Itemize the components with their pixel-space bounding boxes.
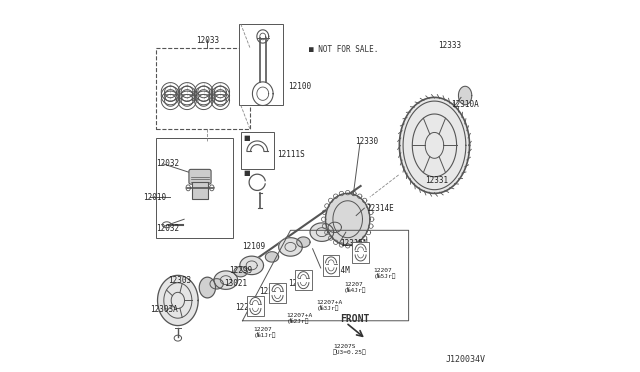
Text: 12207S: 12207S bbox=[333, 344, 355, 349]
Text: 12111S: 12111S bbox=[278, 150, 305, 159]
Polygon shape bbox=[297, 237, 310, 247]
Text: 12310A: 12310A bbox=[451, 100, 479, 109]
Text: 12032: 12032 bbox=[156, 224, 179, 233]
Text: 12010: 12010 bbox=[143, 193, 166, 202]
Text: 12280: 12280 bbox=[259, 287, 282, 296]
Polygon shape bbox=[399, 97, 470, 193]
Text: ■ NOT FOR SALE.: ■ NOT FOR SALE. bbox=[309, 45, 378, 54]
Polygon shape bbox=[210, 279, 223, 289]
Text: 12331: 12331 bbox=[425, 176, 449, 185]
Bar bbox=[239, 23, 283, 105]
Polygon shape bbox=[214, 271, 237, 289]
Text: 12330: 12330 bbox=[355, 137, 378, 146]
Text: 〈U3=0.25〉: 〈U3=0.25〉 bbox=[333, 349, 367, 355]
Text: 12032: 12032 bbox=[156, 159, 179, 169]
Text: ■: ■ bbox=[243, 170, 250, 176]
Text: 12207+A: 12207+A bbox=[316, 300, 342, 305]
Text: FRONT: FRONT bbox=[340, 314, 370, 324]
Text: (№1Jr〉: (№1Jr〉 bbox=[253, 333, 276, 339]
Text: J120034V: J120034V bbox=[445, 355, 486, 364]
Polygon shape bbox=[310, 223, 333, 241]
Text: 12200: 12200 bbox=[289, 279, 312, 288]
Text: (№2Jr〉: (№2Jr〉 bbox=[287, 319, 309, 324]
Text: 12314E: 12314E bbox=[366, 203, 394, 213]
Text: (№4Jr〉: (№4Jr〉 bbox=[344, 288, 367, 294]
Text: 12315N: 12315N bbox=[340, 239, 368, 248]
Text: 12303: 12303 bbox=[168, 276, 192, 285]
Bar bbox=[192, 182, 208, 199]
Polygon shape bbox=[278, 238, 302, 256]
Text: 12207: 12207 bbox=[344, 282, 363, 288]
Bar bbox=[247, 296, 264, 316]
Polygon shape bbox=[458, 86, 472, 105]
Bar bbox=[156, 138, 233, 238]
Text: 12207+A: 12207+A bbox=[287, 314, 313, 318]
Text: 12109: 12109 bbox=[243, 243, 266, 251]
Bar bbox=[352, 242, 369, 263]
Bar bbox=[241, 132, 274, 169]
Polygon shape bbox=[240, 256, 264, 275]
Polygon shape bbox=[266, 252, 278, 262]
Text: (№5Jr〉: (№5Jr〉 bbox=[374, 274, 396, 279]
Text: 12207: 12207 bbox=[374, 269, 392, 273]
Text: 12314M: 12314M bbox=[322, 266, 349, 275]
Text: 12303A: 12303A bbox=[150, 305, 178, 314]
Bar bbox=[323, 255, 339, 276]
Bar bbox=[269, 283, 286, 303]
Polygon shape bbox=[326, 193, 370, 245]
Text: 12033: 12033 bbox=[196, 36, 219, 45]
Bar bbox=[156, 48, 250, 129]
Text: 12333: 12333 bbox=[438, 41, 461, 50]
Polygon shape bbox=[199, 277, 216, 298]
Text: 12299: 12299 bbox=[230, 266, 253, 275]
Polygon shape bbox=[157, 275, 198, 326]
Text: (№3Jr〉: (№3Jr〉 bbox=[316, 305, 339, 311]
FancyBboxPatch shape bbox=[189, 169, 211, 184]
Polygon shape bbox=[328, 222, 341, 232]
Text: 13021: 13021 bbox=[224, 279, 247, 288]
Text: 12207: 12207 bbox=[253, 327, 272, 333]
Polygon shape bbox=[234, 266, 247, 277]
Text: 12280: 12280 bbox=[235, 303, 258, 312]
Text: ■: ■ bbox=[243, 135, 250, 141]
Text: 12100: 12100 bbox=[289, 82, 312, 91]
Bar bbox=[295, 270, 312, 290]
